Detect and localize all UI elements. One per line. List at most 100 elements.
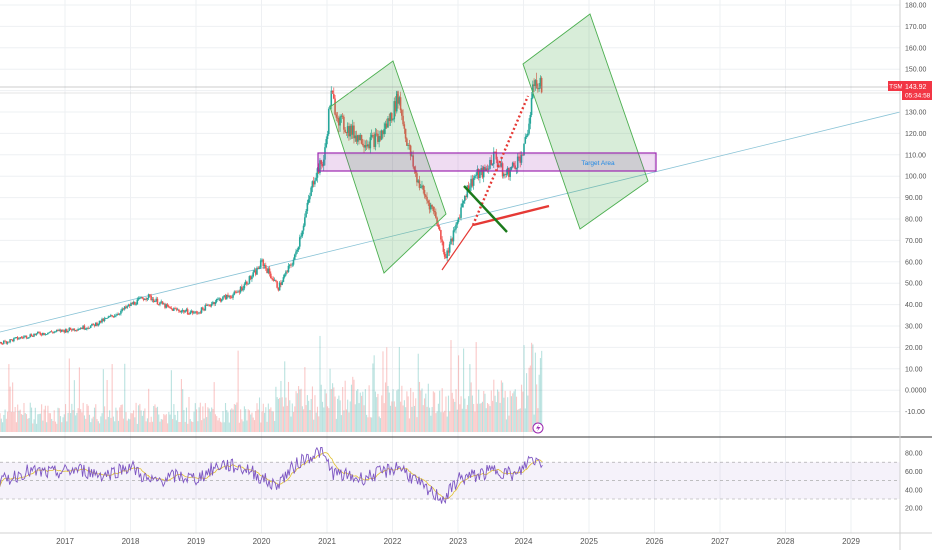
candle-body (64, 329, 67, 333)
volume-bar (321, 401, 324, 432)
volume-bar (471, 395, 473, 432)
volume-bar (475, 342, 477, 432)
volume-bar (262, 403, 264, 432)
candle-body (15, 337, 18, 338)
candle-body (194, 311, 197, 313)
candle-body (97, 324, 100, 326)
channel-box-2[interactable] (522, 13, 649, 230)
candle-body (175, 308, 178, 310)
volume-bar (232, 409, 234, 432)
candle-body (446, 250, 448, 258)
candle-body (58, 329, 61, 331)
candle-body (375, 133, 378, 135)
volume-bar (367, 417, 369, 432)
candle-body (530, 98, 533, 116)
volume-bar (85, 418, 87, 432)
candle-body (213, 302, 215, 305)
volume-bar (345, 409, 347, 432)
volume-bar (28, 418, 30, 432)
candle-body (150, 295, 152, 301)
volume-bar (124, 363, 126, 432)
volume-bar (378, 416, 380, 432)
volume-bar (53, 410, 55, 432)
volume-bar (279, 397, 281, 432)
lightning-icon[interactable] (532, 422, 544, 434)
rsi-pane[interactable] (0, 438, 900, 533)
candle-body (528, 123, 530, 134)
volume-bar (444, 410, 446, 432)
volume-bar (104, 406, 106, 432)
red-dotted-projection[interactable] (471, 95, 530, 226)
volume-bar (483, 390, 485, 432)
candle-body (349, 125, 351, 137)
candle-body (426, 196, 428, 201)
volume-bar (121, 404, 123, 432)
volume-bar (172, 418, 174, 432)
red-support-line[interactable] (441, 224, 474, 271)
volume-bar (120, 404, 122, 432)
candle-body (118, 313, 121, 315)
volume-bar (248, 410, 251, 432)
volume-bar (149, 422, 151, 432)
volume-bar (243, 406, 245, 432)
candle-body (379, 136, 382, 140)
symbol-badge[interactable]: TSM (888, 81, 904, 91)
volume-bar (10, 411, 12, 432)
candle-body (361, 143, 364, 146)
volume-bar (23, 402, 25, 432)
candle-body (406, 138, 408, 146)
volume-bar (447, 395, 450, 432)
volume-bar (223, 422, 225, 432)
main-pane[interactable] (0, 0, 900, 436)
volume-bar (538, 374, 540, 432)
candle-body (190, 310, 193, 313)
volume-bar (537, 408, 539, 432)
volume-bar (364, 389, 366, 432)
time-scale[interactable] (0, 533, 932, 550)
target-area-box[interactable] (317, 152, 657, 172)
candle-body (55, 330, 58, 332)
candle-body (519, 156, 522, 163)
channel-box-1[interactable] (329, 60, 447, 274)
volume-bar (202, 406, 204, 432)
volume-bar (54, 421, 57, 432)
candle-body (50, 331, 53, 333)
volume-bar (111, 364, 113, 432)
candle-body (214, 301, 217, 305)
candle-body (427, 200, 430, 203)
volume-bar (508, 415, 510, 432)
candle-body (401, 110, 403, 116)
candle-body (345, 131, 348, 133)
volume-bar (47, 405, 49, 432)
volume-bar (204, 403, 206, 432)
volume-bar (207, 407, 209, 432)
candle-body (480, 168, 482, 171)
volume-bar (298, 386, 300, 432)
candle-body (365, 145, 368, 147)
candle-body (354, 135, 357, 139)
candle-body (88, 327, 91, 329)
candle-body (465, 196, 467, 197)
price-tick-label: 60.00 (905, 259, 923, 266)
volume-bar (435, 413, 437, 432)
candle-body (259, 260, 262, 268)
volume-bar (187, 423, 189, 432)
candle-body (340, 115, 343, 117)
candle-body (135, 304, 137, 306)
candle-body (344, 129, 346, 132)
candle-body (49, 331, 52, 333)
candle-body (504, 174, 506, 175)
drawings[interactable]: Target Area (317, 13, 657, 274)
volume-bar (303, 409, 305, 432)
candle-body (288, 264, 291, 266)
volume-bar (539, 358, 541, 432)
volume-bar (271, 411, 273, 432)
volume-bar (78, 367, 80, 432)
candle-body (6, 341, 9, 344)
volume-bar (270, 407, 272, 432)
red-projection-line[interactable] (472, 204, 550, 227)
green-trend-line[interactable] (463, 185, 508, 233)
candle-body (11, 339, 14, 342)
volume-bars (0, 335, 543, 432)
